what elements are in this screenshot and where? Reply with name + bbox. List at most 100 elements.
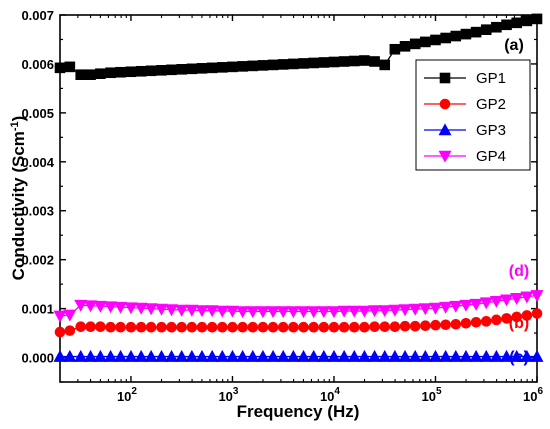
data-point-gp4 [266, 306, 280, 319]
x-tick-base: 10 [421, 389, 435, 404]
data-point-gp2 [176, 321, 187, 333]
data-point-gp3 [256, 349, 270, 362]
data-point-gp2 [64, 325, 76, 336]
data-point-gp2 [521, 310, 533, 321]
data-point-gp2 [186, 321, 198, 333]
data-point-gp3 [439, 349, 453, 362]
legend-marker [439, 72, 451, 84]
data-point-gp4 [317, 306, 331, 319]
legend-box [415, 59, 531, 171]
legend-label: GP2 [476, 96, 506, 113]
data-point-gp3 [327, 349, 341, 362]
x-tick-exp: 6 [537, 386, 543, 397]
data-point-gp2 [95, 321, 106, 333]
data-point-gp1 [166, 64, 177, 76]
data-point-gp2 [105, 321, 116, 333]
data-point-gp1 [470, 26, 482, 38]
data-point-gp1 [511, 17, 522, 29]
data-point-gp1 [85, 69, 96, 80]
data-point-gp2 [430, 319, 441, 331]
legend-item-gp3: GP3 [424, 122, 506, 139]
data-point-gp4 [489, 295, 503, 308]
data-point-gp3 [347, 349, 361, 362]
data-point-gp4 [307, 306, 321, 319]
data-point-gp3 [357, 349, 371, 362]
data-point-gp3 [236, 349, 250, 362]
data-point-gp3 [449, 349, 463, 362]
legend-marker [439, 98, 451, 110]
data-point-gp1 [379, 59, 391, 71]
legend-item-gp2: GP2 [424, 96, 506, 113]
data-point-gp2 [115, 321, 126, 333]
data-point-gp3 [297, 349, 311, 362]
data-point-gp2 [328, 321, 340, 333]
x-tick-base: 10 [523, 389, 537, 404]
data-point-gp3 [459, 349, 473, 362]
data-point-gp3 [418, 349, 432, 362]
data-point-gp1 [409, 38, 421, 50]
data-point-gp3 [165, 349, 179, 362]
data-point-gp2 [85, 321, 96, 333]
data-point-gp1 [308, 57, 319, 69]
data-point-gp1 [196, 63, 208, 74]
data-point-gp2 [399, 320, 411, 332]
data-point-gp3 [266, 349, 280, 362]
data-point-gp4 [418, 303, 432, 316]
legend-label: GP3 [476, 122, 506, 139]
data-point-gp3 [195, 349, 209, 362]
data-point-gp1 [318, 57, 330, 68]
x-tick-exp: 5 [436, 386, 442, 397]
data-point-gp1 [399, 41, 411, 52]
data-point-gp3 [388, 349, 402, 362]
x-tick-base: 10 [320, 389, 334, 404]
x-tick-labels: 102 103 104 105 106 [117, 386, 544, 404]
data-point-gp3 [428, 349, 442, 362]
data-point-gp3 [93, 349, 107, 362]
data-point-gp4 [398, 304, 412, 317]
data-point-gp2 [247, 321, 259, 333]
data-point-gp1 [480, 24, 492, 35]
data-point-gp4 [347, 305, 361, 318]
data-point-gp1 [328, 56, 340, 68]
data-point-gp4 [357, 305, 371, 318]
data-point-gp2 [288, 321, 299, 333]
data-point-gp1 [267, 59, 279, 71]
x-tick-exp: 3 [233, 386, 239, 397]
data-point-gp2 [227, 321, 238, 333]
data-point-gp2 [277, 321, 289, 333]
data-point-gp3 [530, 349, 544, 362]
data-point-gp4 [327, 306, 341, 319]
data-point-gp2 [54, 326, 66, 338]
data-point-gp4 [195, 305, 209, 318]
data-point-gp2 [206, 321, 218, 333]
data-point-gp1 [298, 58, 309, 69]
y-axis-title-sup: -1 [9, 121, 21, 131]
data-point-gp2 [389, 321, 401, 333]
annotation-a: (a) [504, 37, 524, 54]
data-point-gp4 [510, 293, 524, 305]
y-tick-label: 0.006 [21, 57, 54, 72]
data-point-gp3 [84, 349, 98, 362]
legend-label: GP4 [476, 148, 506, 165]
x-tick-base: 10 [218, 389, 232, 404]
data-point-gp4 [104, 301, 118, 314]
data-point-gp2 [237, 321, 248, 333]
legend-label: GP1 [476, 70, 506, 87]
data-point-gp2 [318, 321, 330, 333]
data-point-gp1 [216, 62, 228, 73]
data-point-gp4 [175, 304, 189, 317]
data-point-gp2 [156, 321, 167, 333]
data-point-gp2 [267, 321, 279, 333]
y-tick-labels: 0.000 0.001 0.002 0.003 0.004 0.005 0.006 0.007 [21, 8, 54, 366]
data-point-gp3 [408, 349, 422, 362]
y-axis-title-main: Conductivity (Scm [9, 131, 28, 280]
data-point-gp2 [196, 321, 208, 333]
data-point-gp2 [298, 321, 309, 333]
legend-item-gp1: GP1 [424, 70, 506, 87]
data-point-gp1 [440, 32, 451, 44]
y-axis-title: Conductivity (Scm-1) [9, 116, 28, 281]
data-point-gp1 [288, 58, 299, 70]
data-point-gp4 [428, 302, 442, 315]
data-point-gp4 [134, 302, 148, 315]
